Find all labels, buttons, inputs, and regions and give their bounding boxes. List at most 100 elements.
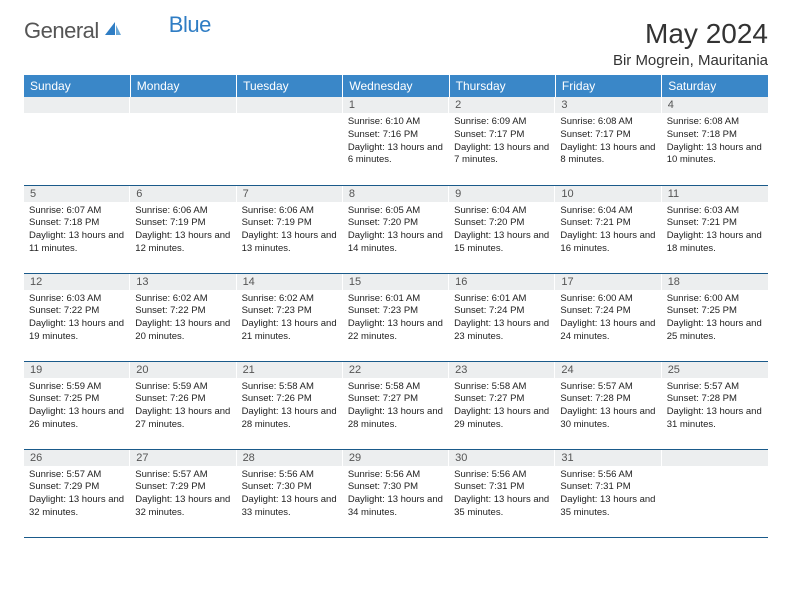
- day-details: Sunrise: 6:10 AMSunset: 7:16 PMDaylight:…: [343, 113, 449, 171]
- day-number: 26: [24, 450, 130, 466]
- calendar-row: 5Sunrise: 6:07 AMSunset: 7:18 PMDaylight…: [24, 185, 768, 273]
- calendar-cell: 18Sunrise: 6:00 AMSunset: 7:25 PMDayligh…: [662, 273, 768, 361]
- calendar-cell: 9Sunrise: 6:04 AMSunset: 7:20 PMDaylight…: [449, 185, 555, 273]
- day-details: Sunrise: 6:02 AMSunset: 7:22 PMDaylight:…: [130, 290, 236, 348]
- calendar-cell: 11Sunrise: 6:03 AMSunset: 7:21 PMDayligh…: [662, 185, 768, 273]
- day-number: 18: [662, 274, 768, 290]
- day-number: [130, 97, 236, 113]
- day-number: 5: [24, 186, 130, 202]
- calendar-cell: 8Sunrise: 6:05 AMSunset: 7:20 PMDaylight…: [343, 185, 449, 273]
- day-details: Sunrise: 5:57 AMSunset: 7:28 PMDaylight:…: [662, 378, 768, 436]
- calendar-body: 1Sunrise: 6:10 AMSunset: 7:16 PMDaylight…: [24, 97, 768, 537]
- day-details: Sunrise: 6:00 AMSunset: 7:25 PMDaylight:…: [662, 290, 768, 348]
- day-number: 27: [130, 450, 236, 466]
- calendar-cell: 31Sunrise: 5:56 AMSunset: 7:31 PMDayligh…: [555, 449, 661, 537]
- logo-text-general: General: [24, 18, 99, 44]
- day-details: Sunrise: 6:04 AMSunset: 7:20 PMDaylight:…: [449, 202, 555, 260]
- day-details: Sunrise: 5:59 AMSunset: 7:26 PMDaylight:…: [130, 378, 236, 436]
- day-number: 13: [130, 274, 236, 290]
- day-number: 24: [555, 362, 661, 378]
- calendar-head: SundayMondayTuesdayWednesdayThursdayFrid…: [24, 75, 768, 97]
- calendar-cell: 20Sunrise: 5:59 AMSunset: 7:26 PMDayligh…: [130, 361, 236, 449]
- day-details: Sunrise: 6:08 AMSunset: 7:17 PMDaylight:…: [555, 113, 661, 171]
- day-number: [237, 97, 343, 113]
- weekday-header: Thursday: [449, 75, 555, 97]
- day-number: 2: [449, 97, 555, 113]
- calendar-table: SundayMondayTuesdayWednesdayThursdayFrid…: [24, 75, 768, 538]
- logo-sail-icon: [103, 20, 123, 43]
- day-number: [662, 450, 768, 466]
- calendar-cell: 23Sunrise: 5:58 AMSunset: 7:27 PMDayligh…: [449, 361, 555, 449]
- day-number: 9: [449, 186, 555, 202]
- day-details: Sunrise: 5:58 AMSunset: 7:27 PMDaylight:…: [343, 378, 449, 436]
- day-details: Sunrise: 5:56 AMSunset: 7:30 PMDaylight:…: [237, 466, 343, 524]
- day-details: Sunrise: 5:57 AMSunset: 7:29 PMDaylight:…: [130, 466, 236, 524]
- calendar-cell: 6Sunrise: 6:06 AMSunset: 7:19 PMDaylight…: [130, 185, 236, 273]
- calendar-cell: 26Sunrise: 5:57 AMSunset: 7:29 PMDayligh…: [24, 449, 130, 537]
- calendar-cell: [237, 97, 343, 185]
- calendar-cell: 16Sunrise: 6:01 AMSunset: 7:24 PMDayligh…: [449, 273, 555, 361]
- calendar-row: 12Sunrise: 6:03 AMSunset: 7:22 PMDayligh…: [24, 273, 768, 361]
- day-number: 12: [24, 274, 130, 290]
- day-number: 17: [555, 274, 661, 290]
- day-details: Sunrise: 5:58 AMSunset: 7:27 PMDaylight:…: [449, 378, 555, 436]
- calendar-row: 26Sunrise: 5:57 AMSunset: 7:29 PMDayligh…: [24, 449, 768, 537]
- day-details: Sunrise: 6:00 AMSunset: 7:24 PMDaylight:…: [555, 290, 661, 348]
- weekday-header: Tuesday: [237, 75, 343, 97]
- day-details: Sunrise: 5:56 AMSunset: 7:31 PMDaylight:…: [555, 466, 661, 524]
- calendar-cell: 15Sunrise: 6:01 AMSunset: 7:23 PMDayligh…: [343, 273, 449, 361]
- calendar-cell: 3Sunrise: 6:08 AMSunset: 7:17 PMDaylight…: [555, 97, 661, 185]
- day-number: 31: [555, 450, 661, 466]
- logo-text-blue: Blue: [169, 12, 211, 38]
- day-details: Sunrise: 5:56 AMSunset: 7:31 PMDaylight:…: [449, 466, 555, 524]
- day-number: 22: [343, 362, 449, 378]
- day-number: [24, 97, 130, 113]
- calendar-cell: 27Sunrise: 5:57 AMSunset: 7:29 PMDayligh…: [130, 449, 236, 537]
- day-details: Sunrise: 5:57 AMSunset: 7:29 PMDaylight:…: [24, 466, 130, 524]
- day-number: 23: [449, 362, 555, 378]
- weekday-header: Saturday: [662, 75, 768, 97]
- day-number: 29: [343, 450, 449, 466]
- day-number: 8: [343, 186, 449, 202]
- weekday-header: Wednesday: [343, 75, 449, 97]
- calendar-cell: 10Sunrise: 6:04 AMSunset: 7:21 PMDayligh…: [555, 185, 661, 273]
- header: General Blue May 2024 Bir Mogrein, Mauri…: [24, 18, 768, 69]
- day-details: Sunrise: 6:03 AMSunset: 7:22 PMDaylight:…: [24, 290, 130, 348]
- weekday-header: Monday: [130, 75, 236, 97]
- day-details: Sunrise: 5:56 AMSunset: 7:30 PMDaylight:…: [343, 466, 449, 524]
- day-number: 21: [237, 362, 343, 378]
- day-number: 1: [343, 97, 449, 113]
- calendar-cell: 29Sunrise: 5:56 AMSunset: 7:30 PMDayligh…: [343, 449, 449, 537]
- day-details: Sunrise: 6:02 AMSunset: 7:23 PMDaylight:…: [237, 290, 343, 348]
- calendar-cell: 4Sunrise: 6:08 AMSunset: 7:18 PMDaylight…: [662, 97, 768, 185]
- calendar-cell: 22Sunrise: 5:58 AMSunset: 7:27 PMDayligh…: [343, 361, 449, 449]
- calendar-cell: 1Sunrise: 6:10 AMSunset: 7:16 PMDaylight…: [343, 97, 449, 185]
- day-details: Sunrise: 5:57 AMSunset: 7:28 PMDaylight:…: [555, 378, 661, 436]
- calendar-cell: 12Sunrise: 6:03 AMSunset: 7:22 PMDayligh…: [24, 273, 130, 361]
- day-number: 15: [343, 274, 449, 290]
- calendar-cell: 21Sunrise: 5:58 AMSunset: 7:26 PMDayligh…: [237, 361, 343, 449]
- calendar-cell: [130, 97, 236, 185]
- day-number: 28: [237, 450, 343, 466]
- day-number: 11: [662, 186, 768, 202]
- calendar-cell: 14Sunrise: 6:02 AMSunset: 7:23 PMDayligh…: [237, 273, 343, 361]
- calendar-cell: 17Sunrise: 6:00 AMSunset: 7:24 PMDayligh…: [555, 273, 661, 361]
- day-details: Sunrise: 6:01 AMSunset: 7:23 PMDaylight:…: [343, 290, 449, 348]
- day-details: Sunrise: 6:03 AMSunset: 7:21 PMDaylight:…: [662, 202, 768, 260]
- calendar-cell: 24Sunrise: 5:57 AMSunset: 7:28 PMDayligh…: [555, 361, 661, 449]
- day-number: 4: [662, 97, 768, 113]
- calendar-cell: 13Sunrise: 6:02 AMSunset: 7:22 PMDayligh…: [130, 273, 236, 361]
- calendar-row: 19Sunrise: 5:59 AMSunset: 7:25 PMDayligh…: [24, 361, 768, 449]
- day-number: 25: [662, 362, 768, 378]
- day-details: Sunrise: 6:06 AMSunset: 7:19 PMDaylight:…: [237, 202, 343, 260]
- day-details: Sunrise: 6:04 AMSunset: 7:21 PMDaylight:…: [555, 202, 661, 260]
- month-title: May 2024: [613, 18, 768, 50]
- location: Bir Mogrein, Mauritania: [613, 52, 768, 69]
- day-details: Sunrise: 5:58 AMSunset: 7:26 PMDaylight:…: [237, 378, 343, 436]
- day-number: 3: [555, 97, 661, 113]
- logo: General Blue: [24, 18, 211, 44]
- day-number: 19: [24, 362, 130, 378]
- calendar-cell: 28Sunrise: 5:56 AMSunset: 7:30 PMDayligh…: [237, 449, 343, 537]
- day-details: Sunrise: 6:01 AMSunset: 7:24 PMDaylight:…: [449, 290, 555, 348]
- day-number: 14: [237, 274, 343, 290]
